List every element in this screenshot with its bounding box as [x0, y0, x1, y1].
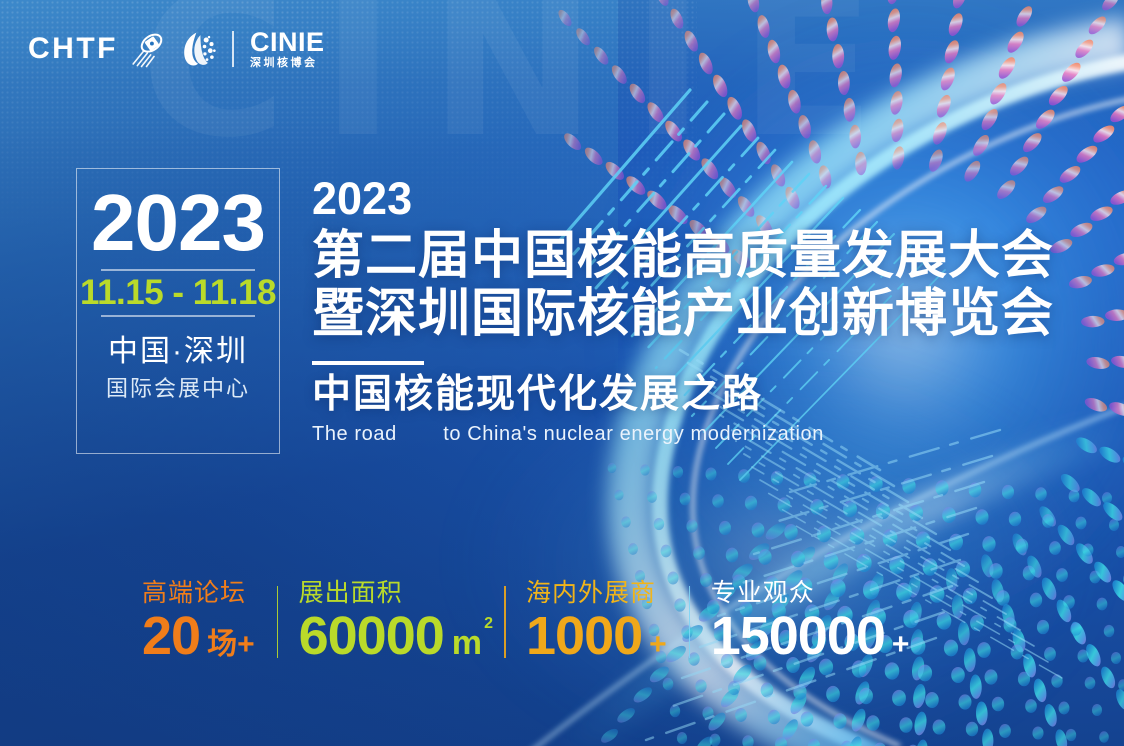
title-line-1: 第二届中国核能高质量发展大会: [312, 227, 1055, 285]
stat-item: 高端论坛 20 场+: [120, 578, 277, 667]
date-box-year: 2023: [91, 178, 266, 267]
title-divider-rule: [312, 361, 424, 366]
stat-unit-base: m: [451, 624, 483, 663]
event-city: 中国·深圳: [108, 334, 248, 368]
stat-item: 海内外展商 1000 +: [504, 578, 689, 667]
event-date-box: 2023 11.15 - 11.18 中国·深圳 国际会展中心: [76, 168, 280, 454]
stat-value-row: 150000 +: [710, 606, 910, 667]
stat-number: 20: [142, 606, 201, 667]
stat-value-row: 1000 +: [526, 606, 667, 667]
stat-label: 海内外展商: [526, 578, 657, 607]
brand-logo-row[interactable]: CHTF: [28, 26, 325, 72]
title-english-tagline: The road to China's nuclear energy moder…: [312, 421, 1102, 447]
event-venue: 国际会展中心: [105, 376, 250, 402]
stat-value-row: 60000 m 2: [298, 606, 493, 667]
stat-number: 60000: [298, 606, 445, 667]
stat-unit: 场+: [207, 628, 255, 662]
cinie-wordmark: CINIE: [249, 27, 325, 57]
main-title-block: 2023 第二届中国核能高质量发展大会 暨深圳国际核能产业创新博览会 中国核能现…: [312, 176, 1102, 447]
logo-divider: [231, 31, 234, 67]
stat-number: 1000: [526, 606, 643, 667]
chtf-wordmark: CHTF: [28, 32, 118, 65]
satellite-orbit-icon: [132, 33, 163, 68]
leaf-globe-icon: [184, 32, 216, 66]
stat-unit: +: [891, 628, 910, 662]
date-range: 11.15 - 11.18: [80, 272, 276, 312]
tagline-part-1: The road: [312, 423, 397, 446]
date-rule-bottom: [101, 315, 255, 317]
stat-item: 专业观众 150000 +: [688, 578, 932, 667]
title-line-2: 暨深圳国际核能产业创新博览会: [312, 285, 1055, 344]
title-year: 2023: [312, 173, 413, 224]
cinie-logo-block: CINIE 深圳核博会: [250, 29, 325, 69]
cinie-chinese-label: 深圳核博会: [249, 57, 318, 69]
halftone-texture-left: [0, 0, 338, 420]
stat-label: 高端论坛: [142, 578, 247, 607]
statistics-row: 高端论坛 20 场+ 展出面积 60000 m 2 海内外展商 1000 + 专业观众 150000 +: [120, 578, 932, 667]
stat-label: 展出面积: [298, 578, 403, 607]
title-subtitle: 中国核能现代化发展之路: [312, 373, 764, 417]
stat-item: 展出面积 60000 m 2: [276, 578, 504, 667]
tagline-part-2: to China's nuclear energy modernization: [443, 423, 824, 446]
stat-unit: +: [649, 628, 667, 662]
stat-label: 专业观众: [710, 578, 815, 607]
stat-unit-superscript: 2: [484, 615, 494, 633]
date-rule-top: [101, 269, 255, 271]
stat-value-row: 20 场+: [142, 606, 255, 667]
stat-number: 150000: [710, 606, 886, 667]
